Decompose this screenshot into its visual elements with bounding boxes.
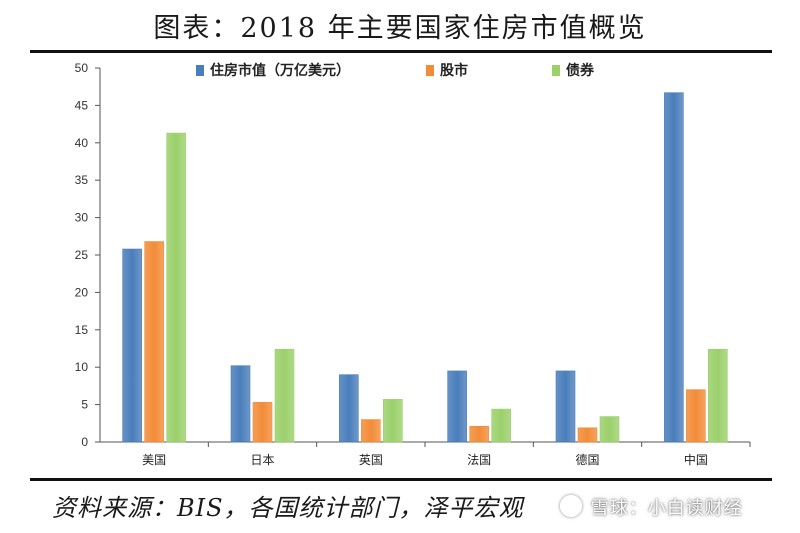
y-tick-label: 35 — [75, 173, 89, 187]
y-tick-label: 0 — [81, 435, 88, 449]
x-tick-label: 德国 — [575, 452, 599, 467]
bar-stock — [469, 425, 489, 443]
y-tick-label: 5 — [81, 398, 88, 412]
bar-bond — [274, 348, 295, 443]
x-tick-label: 中国 — [684, 452, 708, 467]
bar-bond — [491, 408, 511, 443]
bar-housing — [122, 248, 142, 443]
y-tick-label: 25 — [75, 248, 89, 262]
y-tick-label: 10 — [75, 360, 89, 374]
y-tick-label: 45 — [75, 98, 89, 112]
watermark: 雪球：小白读财经 — [560, 494, 743, 520]
bar-housing — [555, 370, 576, 443]
legend-swatch — [196, 65, 204, 76]
bar-housing — [339, 374, 359, 443]
y-tick-label: 50 — [75, 61, 89, 75]
x-tick-label: 英国 — [359, 453, 383, 467]
legend-label: 股市 — [440, 62, 468, 79]
legend-label: 住房市值（万亿美元） — [210, 62, 350, 79]
x-tick-label: 美国 — [142, 453, 166, 467]
bar-housing — [230, 365, 251, 443]
bar-housing — [447, 370, 467, 443]
y-tick-label: 15 — [75, 323, 89, 337]
source-note: 资料来源：BIS，各国统计部门，泽平宏观 — [52, 494, 524, 522]
chart-title: 图表：2018 年主要国家住房市值概览 — [153, 13, 647, 44]
bar-bond — [166, 132, 186, 443]
bottom-rule — [30, 478, 772, 481]
bar-stock — [577, 427, 598, 443]
bar-bond — [599, 416, 620, 443]
bar-stock — [252, 402, 273, 443]
top-rule — [30, 50, 772, 53]
y-tick-label: 20 — [75, 285, 89, 299]
bar-housing — [664, 92, 684, 443]
legend-swatch — [426, 65, 434, 76]
snowball-logo-icon — [560, 495, 582, 517]
legend-swatch — [552, 65, 560, 76]
legend-label: 债券 — [566, 62, 595, 79]
watermark-text: 雪球：小白读财经 — [590, 498, 743, 519]
bar-bond — [708, 348, 728, 443]
bar-bond — [383, 399, 403, 443]
bar-stock — [361, 419, 381, 443]
x-tick-label: 日本 — [250, 453, 274, 467]
y-tick-label: 40 — [75, 136, 89, 150]
bar-stock — [686, 389, 706, 443]
x-tick-label: 法国 — [467, 453, 491, 467]
y-tick-label: 30 — [75, 211, 89, 225]
bar-stock — [144, 241, 164, 443]
